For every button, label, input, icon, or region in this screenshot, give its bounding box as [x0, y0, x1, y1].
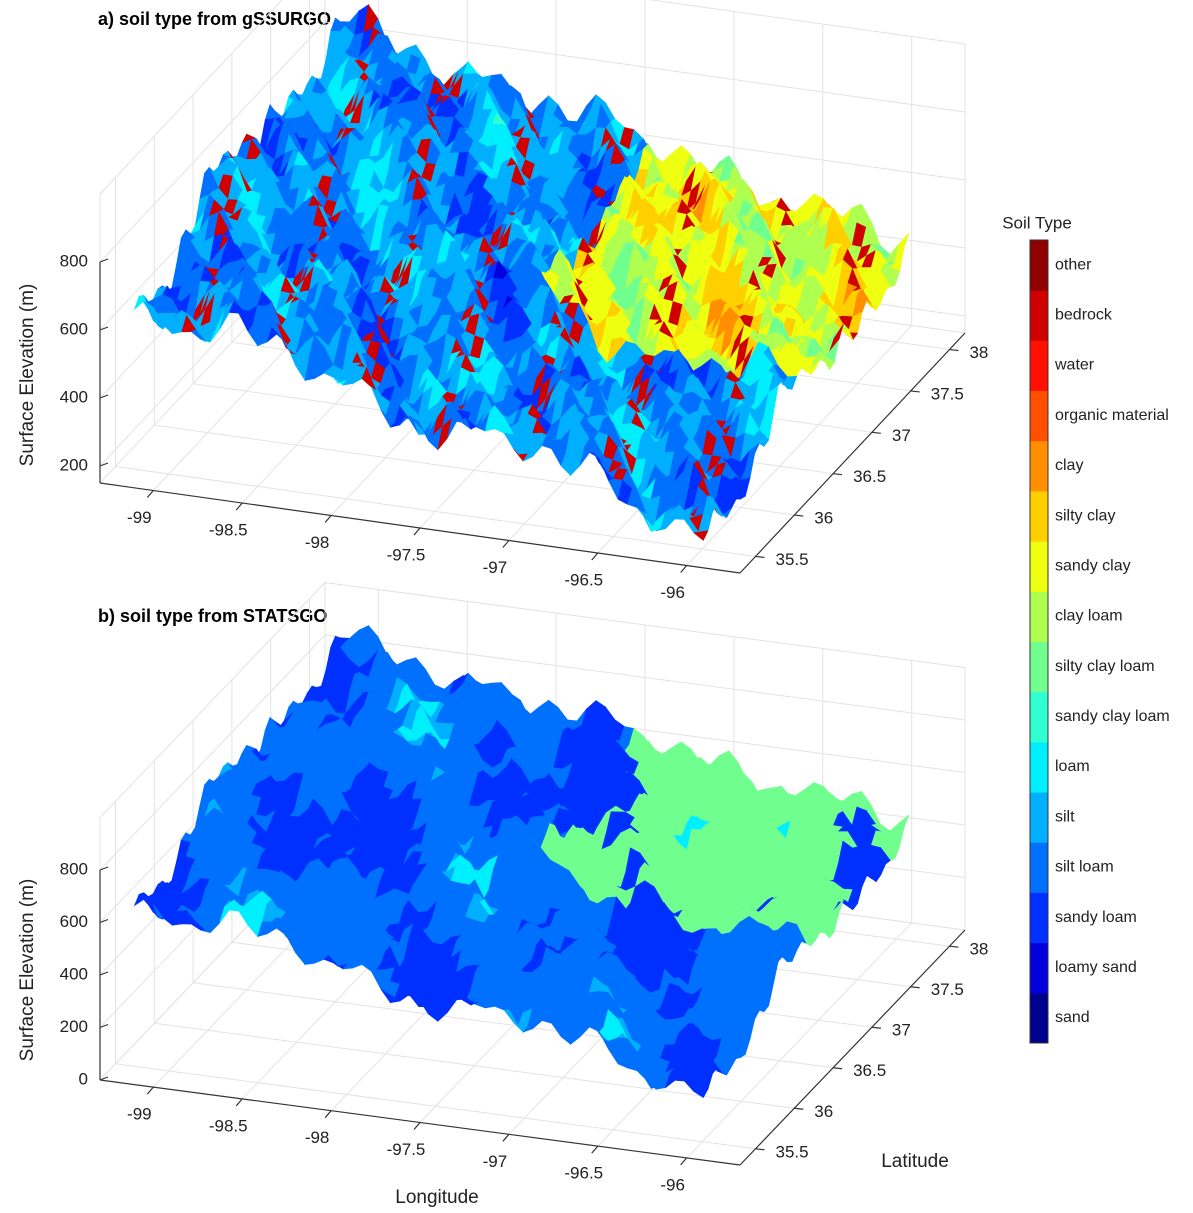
y-tick-label: 36: [814, 509, 833, 528]
y-axis-label: Latitude: [881, 1151, 949, 1172]
y-tick: [833, 474, 842, 475]
y-tick: [794, 515, 803, 516]
x-tick-label: -97.5: [387, 545, 426, 564]
x-tick: [681, 566, 687, 573]
surface-cell: [265, 105, 279, 120]
panel-title: a) soil type from gSSURGO: [98, 9, 331, 29]
y-tick: [911, 391, 920, 392]
z-axis-label: Surface Elevation (m): [17, 284, 38, 467]
x-tick: [414, 528, 420, 535]
x-tick: [592, 553, 598, 560]
surface: [134, 626, 908, 1098]
x-tick-label: -96: [660, 583, 685, 602]
x-tick: [503, 541, 509, 548]
y-tick-label: 38: [969, 343, 988, 362]
y-tick-label: 37.5: [931, 384, 964, 403]
x-tick-label: -98: [305, 533, 330, 552]
z-tick-label: 600: [60, 319, 88, 338]
x-tick-label: -97: [483, 558, 508, 577]
x-tick: [236, 503, 242, 510]
y-tick-label: 36.5: [853, 467, 886, 486]
x-axis-label: Longitude: [395, 1187, 478, 1208]
z-axis-label: Surface Elevation (m): [17, 879, 38, 1062]
y-tick: [949, 350, 958, 351]
x-tick-label: -96.5: [564, 570, 603, 589]
x-tick: [325, 516, 331, 523]
surface: [134, 5, 908, 541]
x-tick: [147, 491, 153, 498]
y-tick: [872, 432, 881, 433]
z-tick-label: 800: [60, 251, 88, 270]
colorbar-title: Soil Type: [1002, 213, 1072, 232]
surface-cell: [463, 62, 477, 74]
x-tick-label: -99: [127, 508, 152, 527]
y-tick-label: 35.5: [776, 550, 809, 569]
x-tick-label: -98.5: [209, 520, 248, 539]
y-tick: [756, 556, 765, 557]
z-tick-label: 200: [60, 455, 88, 474]
z-tick-label: 400: [60, 387, 88, 406]
y-tick-label: 37: [892, 426, 911, 445]
